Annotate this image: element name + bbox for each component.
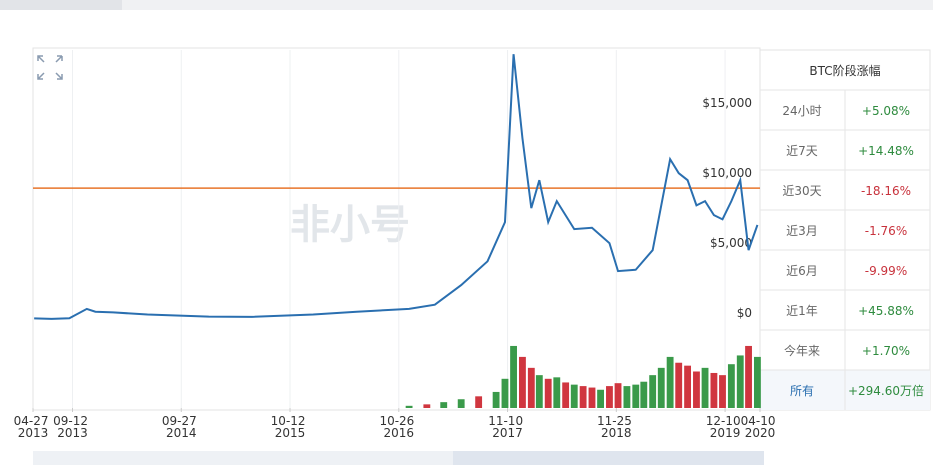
- row-label: 今年来: [784, 343, 820, 358]
- row-value: +5.08%: [862, 104, 910, 118]
- volume-bar: [492, 391, 500, 408]
- row-label: 近1年: [786, 304, 818, 318]
- volume-bar: [553, 377, 561, 408]
- y-tick-label: $15,000: [702, 96, 752, 110]
- volume-bar: [745, 345, 752, 408]
- row-value: -9.99%: [865, 264, 907, 278]
- table-title: BTC阶段涨幅: [809, 63, 880, 78]
- x-tick-label: 11-25 2018: [597, 414, 636, 440]
- volume-bar: [405, 405, 413, 408]
- row-label: 近6月: [786, 264, 818, 278]
- volume-bar: [440, 402, 448, 408]
- row-value: -18.16%: [861, 184, 911, 198]
- volume-bar: [614, 383, 622, 408]
- price-line: [34, 54, 759, 320]
- volume-bar: [535, 375, 543, 408]
- x-tick-label: 09-27 2014: [162, 414, 201, 440]
- volume-bar: [579, 386, 587, 408]
- volume-bar: [684, 365, 692, 408]
- row-value: +14.48%: [858, 144, 914, 158]
- watermark: 非小号: [290, 202, 410, 248]
- volume-bar: [640, 381, 648, 408]
- stats-table: BTC阶段涨幅 24小时 +5.08% 近7天 +14.48% 近30天 -18.16% 近3…: [759, 49, 931, 411]
- volume-bar: [519, 356, 526, 408]
- volume-bar: [457, 399, 465, 408]
- y-tick-label: $0: [737, 306, 752, 320]
- y-tick-label: $5,000: [710, 236, 752, 250]
- volume-bar: [754, 356, 761, 408]
- row-label: 近3月: [786, 224, 818, 238]
- volume-bar: [632, 384, 640, 408]
- x-tick-label: 09-12 2013: [53, 414, 92, 440]
- volume-bar: [623, 386, 631, 408]
- volume-bar: [727, 364, 735, 408]
- x-tick-label: 10-12 2015: [271, 414, 310, 440]
- volume-bar: [544, 378, 552, 408]
- x-tick-label: 04-10 2020: [741, 414, 780, 440]
- row-value: +294.60万倍: [848, 383, 924, 398]
- x-tick-label: 04-27 2013: [14, 414, 53, 440]
- volume-bar: [710, 372, 718, 408]
- volume-bar: [719, 375, 726, 408]
- row-value: +1.70%: [862, 344, 910, 358]
- tab[interactable]: [0, 0, 122, 10]
- row-label: 所有: [790, 384, 814, 398]
- volume-bar: [701, 367, 709, 408]
- volume-bar: [606, 386, 613, 408]
- row-value: -1.76%: [865, 224, 907, 238]
- volume-bar: [562, 382, 570, 408]
- row-value: +45.88%: [858, 304, 914, 318]
- volume-bar: [475, 396, 483, 408]
- volume-bar: [657, 367, 665, 408]
- volume-bar: [501, 378, 509, 408]
- x-tick-label: 12-10 2019: [706, 414, 745, 440]
- volume-bar: [675, 362, 683, 408]
- row-label: 近7天: [786, 144, 818, 158]
- x-tick-label: 11-10 2017: [488, 414, 527, 440]
- navigator-track: [33, 451, 453, 465]
- volume-bar: [736, 355, 744, 408]
- row-label: 近30天: [782, 184, 821, 198]
- volume-bar: [570, 384, 578, 408]
- expand-icon[interactable]: [37, 55, 63, 80]
- volume-bar: [527, 367, 535, 408]
- y-tick-label: $10,000: [702, 166, 752, 180]
- volume-bar: [510, 345, 517, 408]
- volume-bar: [693, 371, 700, 408]
- volume-bar: [423, 404, 431, 408]
- volume-bar: [588, 387, 596, 408]
- volume-bar: [649, 375, 657, 408]
- volume-bar: [666, 356, 674, 408]
- x-tick-label: 10-26 2016: [379, 414, 418, 440]
- row-label: 24小时: [782, 104, 821, 118]
- tab-bar: [0, 0, 933, 10]
- volume-bar: [597, 389, 604, 408]
- navigator[interactable]: [452, 451, 764, 465]
